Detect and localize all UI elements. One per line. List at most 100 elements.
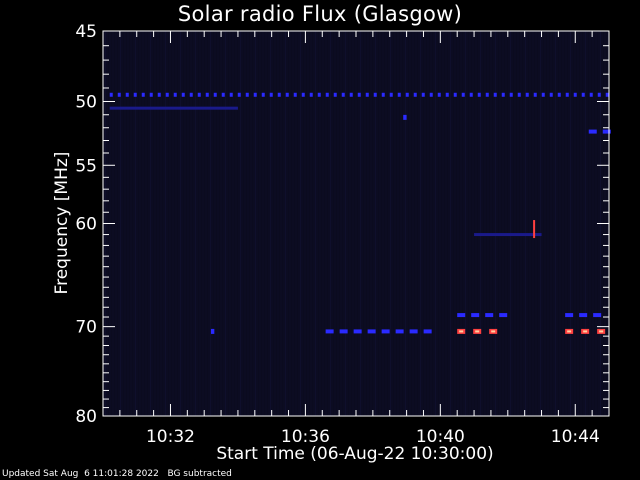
emission-band-segment [293,92,297,97]
texture-line [378,31,379,416]
texture-line [282,31,283,416]
texture-line [531,31,532,416]
texture-line [213,31,214,416]
texture-line [582,31,583,416]
texture-line [300,31,301,416]
texture-line [336,31,337,416]
emission-band-segment [365,92,369,97]
texture-line [204,31,205,416]
texture-line [117,31,118,416]
texture-line [318,31,319,416]
texture-line [231,31,232,416]
x-axis-label: Start Time (06-Aug-22 10:30:00) [216,444,494,464]
texture-line [516,31,517,416]
burst-spike [533,220,536,239]
emission-band-segment [501,92,505,97]
texture-line [120,31,121,416]
emission-band-segment [485,313,494,318]
texture-line [366,31,367,416]
texture-line [510,31,511,416]
texture-line [144,31,145,416]
emission-band-segment [579,313,588,318]
emission-peak-core [475,330,480,333]
emission-peak-core [567,330,572,333]
texture-line [369,31,370,416]
texture-line [351,31,352,416]
texture-line [180,31,181,416]
emission-band-segment [165,92,169,97]
texture-line [327,31,328,416]
emission-peak-core [599,330,604,333]
texture-line [381,31,382,416]
texture-line [522,31,523,416]
texture-line [132,31,133,416]
emission-band-segment [471,313,480,318]
chart-title: Solar radio Flux (Glasgow) [177,2,463,26]
texture-line [216,31,217,416]
texture-line [297,31,298,416]
emission-band-segment [395,329,404,334]
emission-peak-core [459,330,464,333]
texture-line [153,31,154,416]
emission-band-segment [277,92,281,97]
emission-band-segment [157,92,161,97]
emission-band-segment [573,92,577,97]
texture-line [465,31,466,416]
x-tick-label: 10:36 [281,427,330,447]
texture-line [168,31,169,416]
emission-band-segment [499,313,508,318]
texture-line [402,31,403,416]
emission-band-segment [189,92,193,97]
emission-band-segment [389,92,393,97]
emission-band-segment [565,313,574,318]
texture-line [471,31,472,416]
emission-band-segment [237,92,241,97]
texture-line [384,31,385,416]
texture-line [456,31,457,416]
y-tick-label: 70 [75,318,97,338]
emission-band-segment [181,92,185,97]
emission-band-segment [423,329,432,334]
texture-line [420,31,421,416]
emission-peak-core [491,330,496,333]
texture-line [387,31,388,416]
texture-line [579,31,580,416]
emission-band-segment [367,329,376,334]
texture-line [261,31,262,416]
plot-background [103,31,609,416]
texture-line [570,31,571,416]
texture-line [234,31,235,416]
texture-line [324,31,325,416]
texture-line [585,31,586,416]
emission-band-segment [325,92,329,97]
texture-line [558,31,559,416]
emission-band-segment [109,92,113,97]
emission-band-segment [325,329,334,334]
texture-line [441,31,442,416]
emission-band-segment [469,92,473,97]
texture-line [567,31,568,416]
emission-band-segment [405,92,409,97]
texture-line [210,31,211,416]
texture-line [219,31,220,416]
texture-line [354,31,355,416]
emission-band-segment [173,92,177,97]
texture-line [450,31,451,416]
texture-line [240,31,241,416]
texture-line [507,31,508,416]
texture-line [345,31,346,416]
emission-band-segment [397,92,401,97]
y-tick-label: 80 [75,407,97,427]
texture-line [264,31,265,416]
emission-band-segment [381,329,390,334]
texture-line [186,31,187,416]
emission-spot [210,328,215,334]
texture-line [126,31,127,416]
emission-band-segment [477,92,481,97]
emission-band-segment [453,92,457,97]
emission-band-segment [485,92,489,97]
texture-line [303,31,304,416]
emission-band [474,233,542,237]
texture-line [552,31,553,416]
texture-line [312,31,313,416]
